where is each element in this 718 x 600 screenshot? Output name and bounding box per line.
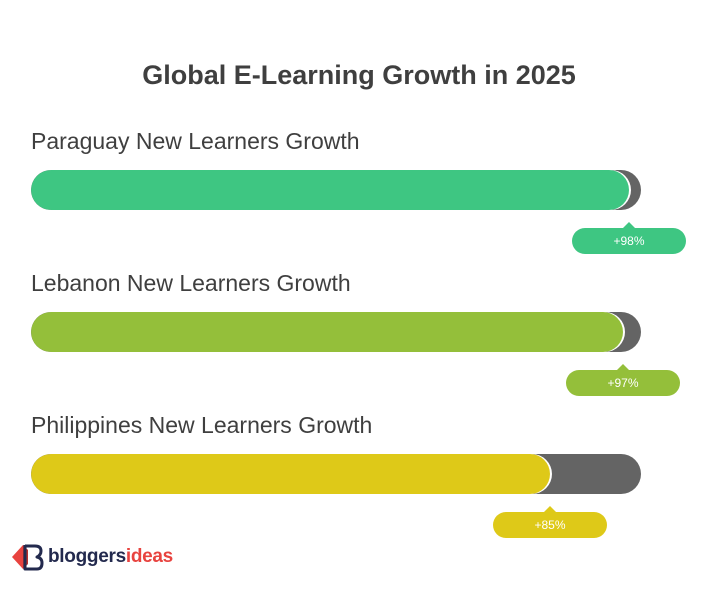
bar-fill bbox=[31, 170, 629, 210]
bar-row: Paraguay New Learners Growth +98% bbox=[0, 128, 718, 270]
bar-row: Philippines New Learners Growth +85% bbox=[0, 412, 718, 554]
bar-track bbox=[31, 312, 641, 352]
bar-row: Lebanon New Learners Growth +97% bbox=[0, 270, 718, 412]
bar-label: Paraguay New Learners Growth bbox=[31, 128, 360, 154]
brand-name-part1: bloggers bbox=[48, 546, 126, 567]
value-label: +98% bbox=[572, 222, 686, 254]
brand-name-part2: ideas bbox=[125, 546, 173, 567]
bar-track bbox=[31, 454, 641, 494]
chart-title: Global E-Learning Growth in 2025 bbox=[142, 60, 576, 90]
bar-track bbox=[31, 170, 641, 210]
bar-fill bbox=[31, 454, 550, 494]
brand-name: bloggersideas bbox=[48, 546, 173, 568]
bar-label: Lebanon New Learners Growth bbox=[31, 270, 351, 296]
bar-label: Philippines New Learners Growth bbox=[31, 412, 373, 438]
bloggersideas-logo-icon bbox=[12, 544, 44, 571]
value-label: +97% bbox=[566, 364, 680, 396]
value-label: +85% bbox=[493, 506, 607, 538]
bar-fill bbox=[31, 312, 623, 352]
